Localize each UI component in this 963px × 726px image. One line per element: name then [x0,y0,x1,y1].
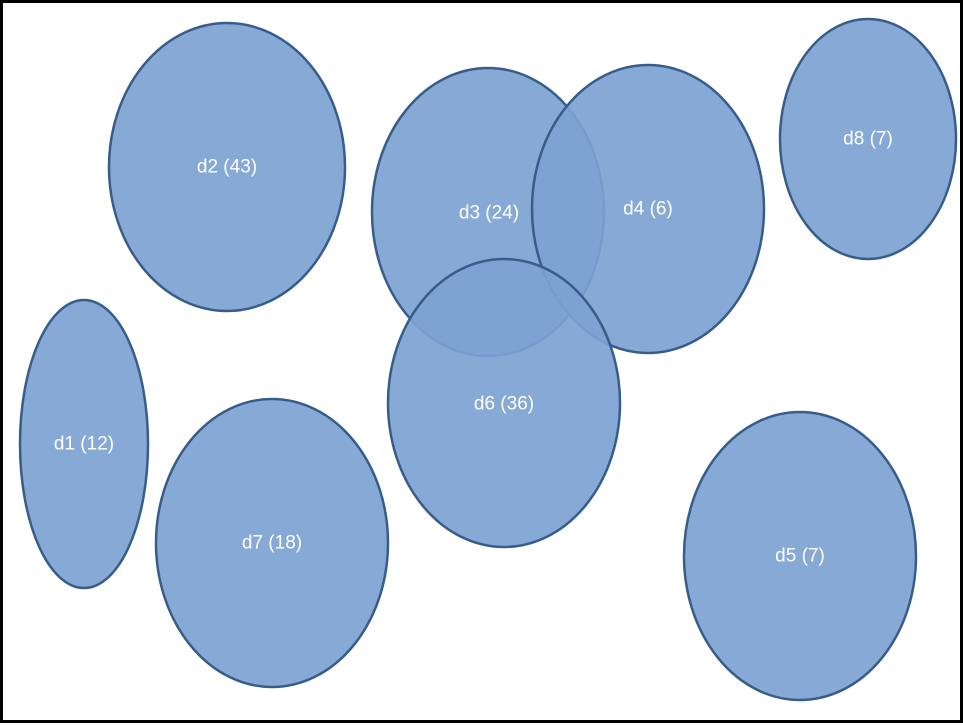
set-d6-label: d6 (36) [474,394,534,415]
set-d5-ellipse [682,410,918,702]
set-d7-label: d7 (18) [242,533,302,554]
set-d1-ellipse [18,298,150,590]
set-d3-label: d3 (24) [459,203,519,224]
set-d2-ellipse [107,21,347,313]
set-d8-label: d8 (7) [843,129,893,150]
set-d1-label: d1 (12) [54,434,114,455]
set-d2-label: d2 (43) [197,157,257,178]
set-d7-ellipse [154,397,390,689]
euler-diagram: d2 (43) d8 (7) d1 (12) d7 (18) d5 (7) d3… [18,17,958,702]
set-d8-ellipse [778,17,958,261]
set-d5-label: d5 (7) [775,546,825,567]
set-d4-ellipse [530,63,766,355]
set-d4-label: d4 (6) [623,199,673,220]
set-d6-ellipse [386,257,622,549]
